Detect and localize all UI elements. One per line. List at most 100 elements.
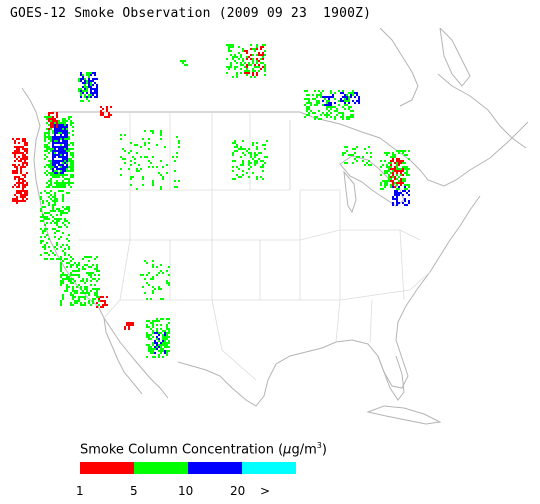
smoke-pixel-moderate bbox=[96, 292, 98, 294]
smoke-pixel-moderate bbox=[228, 48, 230, 50]
smoke-pixel-moderate bbox=[226, 58, 228, 60]
smoke-pixel-moderate bbox=[70, 174, 72, 176]
smoke-pixel-moderate bbox=[164, 146, 166, 148]
smoke-pixel-moderate bbox=[338, 90, 340, 92]
smoke-pixel-moderate bbox=[86, 72, 88, 74]
smoke-pixel-moderate bbox=[252, 68, 254, 70]
smoke-pixel-moderate bbox=[46, 148, 48, 150]
smoke-pixel-moderate bbox=[56, 258, 58, 260]
smoke-pixel-heavy bbox=[60, 124, 62, 126]
smoke-pixel-moderate bbox=[350, 92, 352, 94]
smoke-pixel-moderate bbox=[384, 172, 386, 174]
smoke-pixel-moderate bbox=[140, 146, 142, 148]
smoke-pixel-moderate bbox=[364, 148, 366, 150]
smoke-pixel-light bbox=[54, 120, 56, 122]
smoke-pixel-moderate bbox=[346, 118, 348, 120]
smoke-pixel-moderate bbox=[258, 158, 260, 160]
smoke-pixel-moderate bbox=[56, 224, 58, 226]
smoke-pixel-moderate bbox=[386, 180, 388, 182]
smoke-pixel-moderate bbox=[70, 164, 72, 166]
smoke-pixel-moderate bbox=[54, 218, 56, 220]
smoke-pixel-heavy bbox=[330, 104, 332, 106]
smoke-pixel-moderate bbox=[70, 162, 72, 164]
smoke-pixel-heavy bbox=[66, 144, 68, 146]
smoke-pixel-moderate bbox=[250, 44, 252, 46]
smoke-pixel-light bbox=[26, 152, 28, 154]
smoke-pixel-moderate bbox=[402, 166, 404, 168]
smoke-pixel-heavy bbox=[156, 344, 158, 346]
smoke-pixel-light bbox=[14, 140, 16, 142]
smoke-pixel-heavy bbox=[84, 82, 86, 84]
smoke-pixel-light bbox=[26, 198, 28, 200]
smoke-pixel-moderate bbox=[348, 116, 350, 118]
smoke-pixel-moderate bbox=[60, 132, 62, 134]
smoke-pixel-light bbox=[106, 110, 108, 112]
smoke-pixel-moderate bbox=[242, 160, 244, 162]
smoke-pixel-moderate bbox=[336, 108, 338, 110]
smoke-pixel-moderate bbox=[96, 290, 98, 292]
smoke-pixel-light bbox=[104, 116, 106, 118]
smoke-pixel-moderate bbox=[348, 118, 350, 120]
smoke-pixel-moderate bbox=[84, 78, 86, 80]
smoke-pixel-light bbox=[400, 184, 402, 186]
smoke-pixel-moderate bbox=[82, 90, 84, 92]
smoke-pixel-moderate bbox=[306, 90, 308, 92]
smoke-pixel-moderate bbox=[388, 170, 390, 172]
smoke-pixel-moderate bbox=[240, 72, 242, 74]
smoke-pixel-light bbox=[18, 176, 20, 178]
smoke-pixel-moderate bbox=[152, 320, 154, 322]
smoke-pixel-moderate bbox=[242, 64, 244, 66]
smoke-pixel-moderate bbox=[312, 94, 314, 96]
smoke-pixel-moderate bbox=[90, 72, 92, 74]
smoke-pixel-heavy bbox=[56, 150, 58, 152]
smoke-pixel-moderate bbox=[56, 220, 58, 222]
smoke-pixel-moderate bbox=[156, 266, 158, 268]
smoke-pixel-heavy bbox=[62, 138, 64, 140]
smoke-pixel-heavy bbox=[82, 86, 84, 88]
smoke-pixel-moderate bbox=[246, 150, 248, 152]
smoke-pixel-moderate bbox=[64, 174, 66, 176]
smoke-pixel-moderate bbox=[58, 190, 60, 192]
smoke-pixel-moderate bbox=[66, 138, 68, 140]
smoke-pixel-moderate bbox=[262, 166, 264, 168]
smoke-pixel-moderate bbox=[152, 292, 154, 294]
smoke-pixel-heavy bbox=[66, 124, 68, 126]
smoke-pixel-moderate bbox=[80, 100, 82, 102]
smoke-pixel-moderate bbox=[342, 90, 344, 92]
smoke-pixel-light bbox=[248, 56, 250, 58]
smoke-pixel-heavy bbox=[396, 204, 398, 206]
smoke-pixel-moderate bbox=[396, 168, 398, 170]
smoke-pixel-moderate bbox=[58, 120, 60, 122]
smoke-pixel-moderate bbox=[50, 116, 52, 118]
smoke-pixel-light bbox=[18, 150, 20, 152]
smoke-pixel-moderate bbox=[238, 46, 240, 48]
smoke-pixel-heavy bbox=[92, 84, 94, 86]
smoke-pixel-moderate bbox=[64, 274, 66, 276]
smoke-pixel-moderate bbox=[234, 178, 236, 180]
smoke-pixel-moderate bbox=[40, 254, 42, 256]
smoke-pixel-moderate bbox=[306, 106, 308, 108]
smoke-pixel-light bbox=[102, 300, 104, 302]
smoke-pixel-light bbox=[22, 188, 24, 190]
smoke-pixel-moderate bbox=[44, 140, 46, 142]
smoke-pixel-moderate bbox=[82, 266, 84, 268]
smoke-pixel-heavy bbox=[88, 84, 90, 86]
smoke-pixel-moderate bbox=[250, 162, 252, 164]
smoke-pixel-heavy bbox=[404, 186, 406, 188]
smoke-pixel-moderate bbox=[310, 110, 312, 112]
smoke-pixel-moderate bbox=[250, 154, 252, 156]
smoke-pixel-heavy bbox=[54, 150, 56, 152]
smoke-pixel-moderate bbox=[68, 254, 70, 256]
smoke-pixel-moderate bbox=[88, 74, 90, 76]
smoke-pixel-heavy bbox=[66, 154, 68, 156]
smoke-pixel-heavy bbox=[52, 162, 54, 164]
smoke-pixel-moderate bbox=[58, 226, 60, 228]
smoke-pixel-heavy bbox=[56, 154, 58, 156]
smoke-pixel-moderate bbox=[176, 152, 178, 154]
smoke-pixel-moderate bbox=[48, 166, 50, 168]
smoke-pixel-moderate bbox=[306, 94, 308, 96]
smoke-pixel-moderate bbox=[74, 262, 76, 264]
smoke-pixel-moderate bbox=[320, 96, 322, 98]
smoke-pixel-moderate bbox=[396, 188, 398, 190]
smoke-pixel-moderate bbox=[402, 150, 404, 152]
